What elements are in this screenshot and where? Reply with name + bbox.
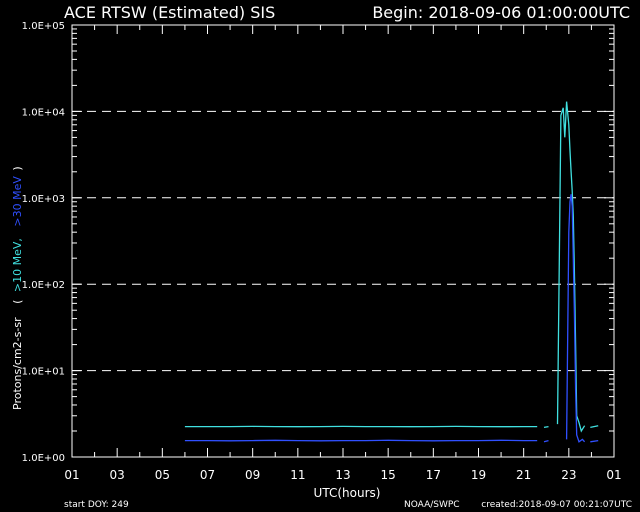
chart-title: ACE RTSW (Estimated) SIS bbox=[64, 3, 275, 22]
x-axis-label: UTC(hours) bbox=[314, 486, 381, 500]
y-tick-label: 1.0E+05 bbox=[22, 21, 65, 32]
chart-begin-time: Begin: 2018-09-06 01:00:00UTC bbox=[372, 3, 630, 22]
gridlines bbox=[72, 110, 614, 372]
y-tick-label: 1.0E+02 bbox=[22, 280, 65, 291]
series-layer bbox=[184, 101, 599, 443]
y-tick-label: 1.0E+03 bbox=[22, 194, 65, 205]
y-tick-label: 1.0E+04 bbox=[22, 107, 65, 118]
x-tick-label: 07 bbox=[200, 468, 215, 482]
y-tick-label: 1.0E+00 bbox=[22, 453, 65, 464]
plot-frame bbox=[71, 24, 615, 458]
y-axis-series1-label: >10 MeV, bbox=[11, 238, 24, 292]
x-tick-label: 23 bbox=[561, 468, 576, 482]
series-line bbox=[184, 194, 599, 443]
y-axis: 1.0E+00 1.0E+01 1.0E+02 1.0E+03 1.0E+04 1.0E+… bbox=[22, 21, 614, 464]
x-tick-label: 13 bbox=[335, 468, 350, 482]
y-tick-label: 1.0E+01 bbox=[22, 367, 65, 378]
footer-start-doy: start DOY: 249 bbox=[64, 500, 129, 510]
y-axis-open-paren: ( bbox=[11, 300, 24, 304]
x-tick-label: 17 bbox=[426, 468, 441, 482]
x-tick-label: 05 bbox=[155, 468, 170, 482]
x-tick-label: 01 bbox=[606, 468, 621, 482]
x-tick-label: 19 bbox=[471, 468, 486, 482]
x-tick-label: 11 bbox=[290, 468, 305, 482]
y-axis-label: Protons/cm2-s-sr ( >10 MeV, >30 MeV ) bbox=[11, 166, 24, 410]
footer-created: created:2018-09-07 00:21:07UTC bbox=[481, 500, 632, 510]
y-axis-close-paren: ) bbox=[11, 166, 24, 170]
x-tick-label: 09 bbox=[245, 468, 260, 482]
x-tick-label: 01 bbox=[64, 468, 79, 482]
x-axis: 01 03 05 07 09 11 13 15 17 19 21 23 01 bbox=[64, 25, 622, 482]
y-axis-units: Protons/cm2-s-sr bbox=[11, 317, 24, 410]
series-line bbox=[184, 101, 599, 433]
y-axis-series2-label: >30 MeV bbox=[11, 176, 24, 227]
x-tick-label: 15 bbox=[381, 468, 396, 482]
x-tick-label: 03 bbox=[110, 468, 125, 482]
x-tick-label: 21 bbox=[516, 468, 531, 482]
footer-agency: NOAA/SWPC bbox=[404, 500, 460, 510]
